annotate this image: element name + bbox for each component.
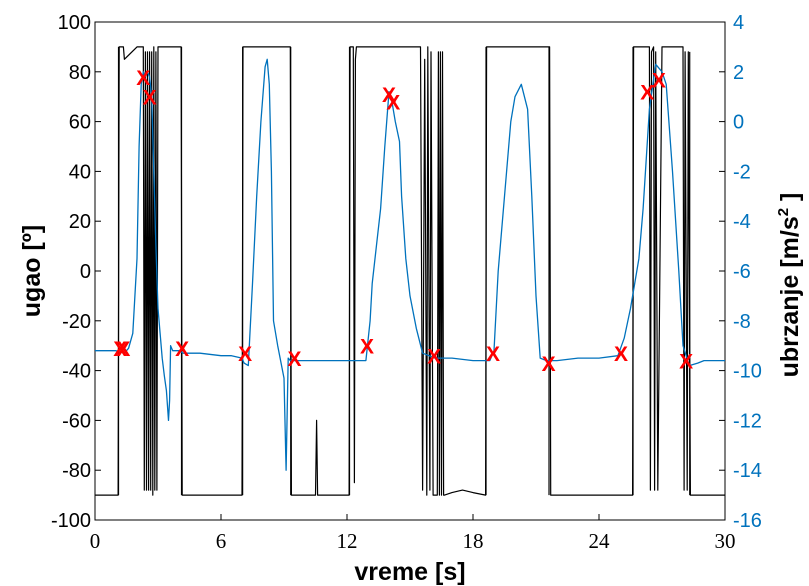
right-axis-label-sup: 2	[775, 208, 792, 216]
event-marker: X	[238, 343, 252, 366]
left-tick-label: 40	[69, 161, 91, 183]
plot-frame	[94, 21, 726, 521]
right-tick-label: -6	[733, 261, 751, 283]
right-tick-label: -12	[733, 410, 762, 432]
x-tick-label: 24	[589, 529, 611, 553]
event-marker: X	[427, 346, 441, 369]
left-axis-label: ugao [º]	[18, 225, 46, 317]
angle-series-line	[95, 46, 725, 496]
right-tick-label: -14	[733, 460, 762, 482]
acceleration-series-line	[95, 58, 725, 471]
event-marker: X	[136, 67, 150, 90]
right-axis-label: ubrzanje [m/s2 ]	[775, 193, 804, 378]
left-tick-label: 20	[69, 211, 91, 233]
right-tick-label: -2	[733, 161, 751, 183]
event-marker: X	[143, 87, 157, 110]
event-marker: X	[640, 82, 654, 105]
event-marker: X	[382, 84, 396, 107]
right-tick-label: -16	[733, 510, 762, 532]
left-tick-label: 100	[58, 12, 91, 34]
x-tick-label: 6	[216, 529, 227, 553]
series-lines	[95, 46, 725, 496]
event-marker: X	[386, 92, 400, 115]
left-tick-label: 60	[69, 112, 91, 134]
left-tick-label: -20	[62, 311, 91, 333]
left-tick-label: -40	[62, 361, 91, 383]
right-tick-label: 4	[733, 12, 744, 34]
left-tick-label: 80	[69, 62, 91, 84]
right-tick-label: -10	[733, 361, 762, 383]
left-tick-label: -80	[62, 460, 91, 482]
right-axis-ticks: 4 2 0 -2 -4 -6 -8 -10 -12 -14 -16	[719, 12, 762, 532]
right-axis-label-main: ubrzanje [m/s	[776, 216, 804, 377]
event-marker: X	[486, 343, 500, 366]
left-tick-label: -100	[51, 510, 91, 532]
x-tick-label: 0	[90, 529, 101, 553]
event-marker: X	[287, 348, 301, 371]
event-marker: X	[614, 343, 628, 366]
x-axis-ticks: 0 6 12 18 24 30	[90, 514, 736, 553]
right-tick-label: -8	[733, 311, 751, 333]
right-tick-label: 2	[733, 62, 744, 84]
event-marker: X	[652, 69, 666, 92]
x-tick-label: 18	[463, 529, 484, 553]
left-axis-ticks: 100 80 60 40 20 0 -20 -40 -60 -80 -100	[51, 12, 101, 532]
event-marker: X	[360, 336, 374, 359]
x-axis-label: vreme [s]	[354, 558, 465, 586]
right-tick-label: -4	[733, 211, 751, 233]
event-marker: X	[113, 338, 127, 361]
right-tick-label: 0	[733, 112, 744, 134]
plot-area	[94, 21, 726, 521]
left-tick-label: 0	[80, 261, 91, 283]
x-tick-label: 30	[715, 529, 736, 553]
event-marker: X	[542, 353, 556, 376]
event-marker: X	[679, 351, 693, 374]
event-marker: X	[175, 338, 189, 361]
right-axis-label-end: ]	[776, 193, 804, 208]
x-tick-label: 12	[337, 529, 358, 553]
left-tick-label: -60	[62, 410, 91, 432]
event-marker: X	[116, 338, 130, 361]
